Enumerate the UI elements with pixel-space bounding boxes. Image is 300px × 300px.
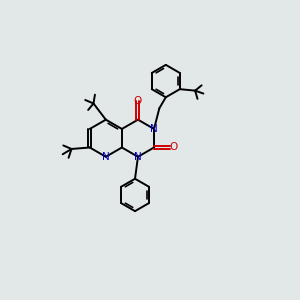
Text: N: N — [134, 152, 142, 162]
Text: N: N — [102, 152, 110, 162]
Text: O: O — [134, 95, 142, 106]
Text: O: O — [169, 142, 178, 152]
Text: N: N — [150, 124, 158, 134]
